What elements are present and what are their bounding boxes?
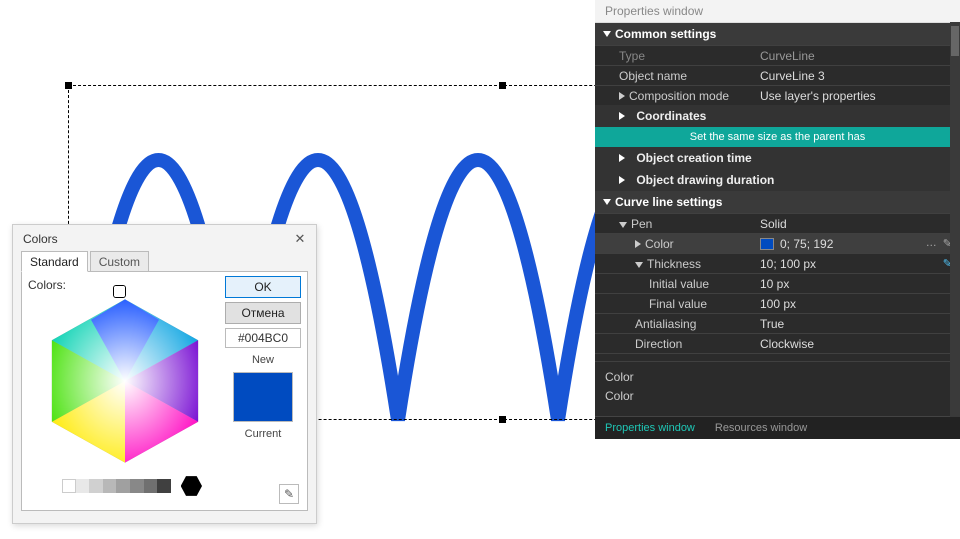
row-thickness-label: Thickness bbox=[595, 257, 760, 271]
colors-dialog[interactable]: Colors ✕ Standard Custom Colors: bbox=[12, 224, 317, 524]
description-area: Color Color bbox=[595, 361, 960, 416]
black-hex-swatch[interactable] bbox=[181, 475, 202, 497]
properties-panel: Properties window Common settings TypeCu… bbox=[595, 0, 960, 439]
row-color-value[interactable]: 0; 75; 192 …✎ bbox=[760, 237, 960, 251]
color-hexagon[interactable] bbox=[40, 296, 210, 466]
triangle-down-icon bbox=[603, 31, 611, 37]
triangle-down-icon bbox=[635, 262, 643, 268]
new-label: New bbox=[225, 354, 301, 366]
row-pen-value[interactable]: Solid bbox=[760, 217, 960, 231]
scrollbar[interactable] bbox=[950, 22, 960, 417]
row-dir-value[interactable]: Clockwise bbox=[760, 337, 960, 351]
row-final-value[interactable]: 100 px bbox=[760, 297, 960, 311]
row-comp-label: Composition mode bbox=[595, 89, 760, 103]
row-type-label: Type bbox=[595, 49, 760, 63]
handle-nw[interactable] bbox=[65, 82, 72, 89]
scrollbar-thumb[interactable] bbox=[951, 26, 959, 56]
tab-properties-window[interactable]: Properties window bbox=[595, 417, 705, 439]
row-comp-value[interactable]: Use layer's properties bbox=[760, 89, 960, 103]
row-aa-label: Antialiasing bbox=[595, 317, 760, 331]
tab-custom[interactable]: Custom bbox=[90, 251, 149, 272]
section-curve[interactable]: Curve line settings bbox=[595, 191, 960, 213]
tab-standard[interactable]: Standard bbox=[21, 251, 88, 272]
colors-dialog-title: Colors bbox=[23, 232, 58, 246]
current-label: Current bbox=[225, 428, 301, 440]
triangle-right-icon bbox=[619, 154, 625, 162]
triangle-right-icon bbox=[619, 92, 625, 100]
triangle-right-icon bbox=[619, 176, 625, 184]
section-coordinates[interactable]: Coordinates bbox=[595, 105, 960, 127]
row-color-label: Color bbox=[595, 237, 760, 251]
handle-n[interactable] bbox=[499, 82, 506, 89]
section-common[interactable]: Common settings bbox=[595, 23, 960, 45]
row-type-value: CurveLine bbox=[760, 49, 960, 63]
tab-resources-window[interactable]: Resources window bbox=[705, 417, 817, 439]
parent-size-button[interactable]: Set the same size as the parent has bbox=[595, 127, 960, 147]
triangle-down-icon bbox=[619, 222, 627, 228]
color-swatch bbox=[233, 372, 293, 422]
triangle-right-icon bbox=[619, 112, 625, 120]
triangle-down-icon bbox=[603, 199, 611, 205]
section-drawing-duration[interactable]: Object drawing duration bbox=[595, 169, 960, 191]
ok-button[interactable]: OK bbox=[225, 276, 301, 298]
close-icon[interactable]: ✕ bbox=[292, 231, 308, 247]
row-name-value[interactable]: CurveLine 3 bbox=[760, 69, 960, 83]
handle-s[interactable] bbox=[499, 416, 506, 423]
colors-label: Colors: bbox=[28, 278, 66, 292]
cancel-button[interactable]: Отмена bbox=[225, 302, 301, 324]
gray-ramp[interactable] bbox=[62, 472, 202, 500]
row-initial-label: Initial value bbox=[595, 277, 760, 291]
row-name-label: Object name bbox=[595, 69, 760, 83]
row-initial-value[interactable]: 10 px bbox=[760, 277, 960, 291]
eyedropper-icon[interactable]: ✎ bbox=[279, 484, 299, 504]
row-pen-label: Pen bbox=[595, 217, 760, 231]
row-thickness-value[interactable]: 10; 100 px✎ bbox=[760, 257, 960, 271]
triangle-right-icon bbox=[635, 240, 641, 248]
hex-field[interactable]: #004BC0 bbox=[225, 328, 301, 348]
section-creation-time[interactable]: Object creation time bbox=[595, 147, 960, 169]
color-swatch-mini bbox=[760, 238, 774, 250]
row-aa-value[interactable]: True bbox=[760, 317, 960, 331]
color-marker[interactable] bbox=[114, 286, 125, 297]
row-final-label: Final value bbox=[595, 297, 760, 311]
row-dir-label: Direction bbox=[595, 337, 760, 351]
properties-title: Properties window bbox=[595, 0, 960, 23]
ellipsis-icon[interactable]: … bbox=[926, 237, 937, 250]
